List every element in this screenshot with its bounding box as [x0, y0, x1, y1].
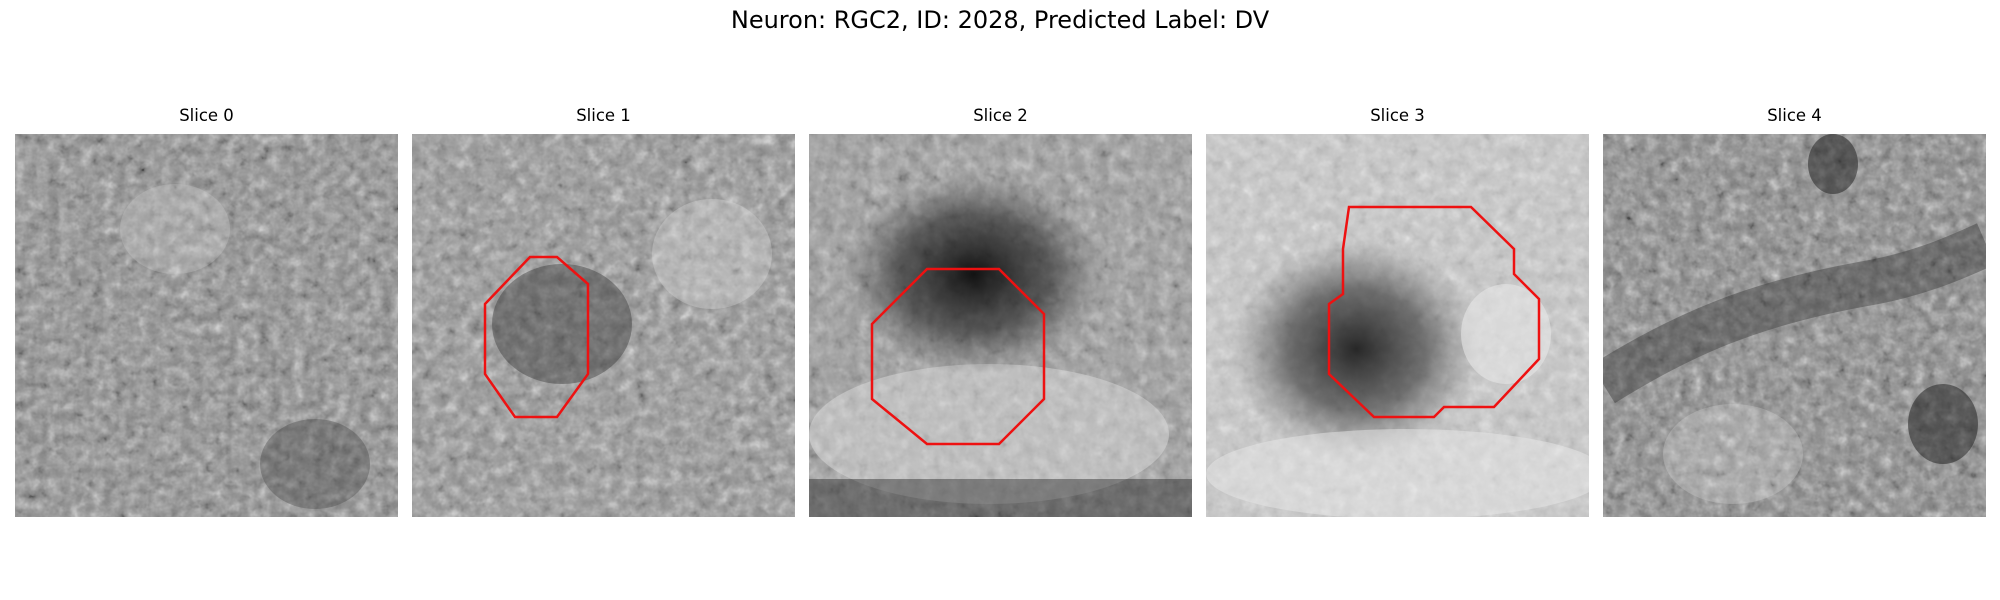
- slice-title: Slice 1: [576, 106, 631, 125]
- roi-outline: [1327, 205, 1541, 419]
- slice-panel-3: Slice 3: [1206, 106, 1589, 517]
- slice-title: Slice 0: [179, 106, 234, 125]
- slice-title: Slice 2: [973, 106, 1028, 125]
- roi-outline: [870, 267, 1046, 446]
- roi-outline: [483, 255, 590, 419]
- slice-image: [15, 134, 398, 517]
- grayscale-image: [809, 134, 1192, 517]
- slice-image: [1603, 134, 1986, 517]
- slice-image: [809, 134, 1192, 517]
- slice-title: Slice 3: [1370, 106, 1425, 125]
- grayscale-image: [15, 134, 398, 517]
- slice-image: [412, 134, 795, 517]
- slice-panel-4: Slice 4: [1603, 106, 1986, 517]
- slice-title: Slice 4: [1767, 106, 1822, 125]
- grayscale-image: [1206, 134, 1589, 517]
- slice-panel-0: Slice 0: [15, 106, 398, 517]
- figure-title: Neuron: RGC2, ID: 2028, Predicted Label:…: [730, 6, 1270, 34]
- grayscale-image: [1603, 134, 1986, 517]
- grayscale-image: [412, 134, 795, 517]
- slice-panel-2: Slice 2: [809, 106, 1192, 517]
- slice-panel-1: Slice 1: [412, 106, 795, 517]
- slice-image: [1206, 134, 1589, 517]
